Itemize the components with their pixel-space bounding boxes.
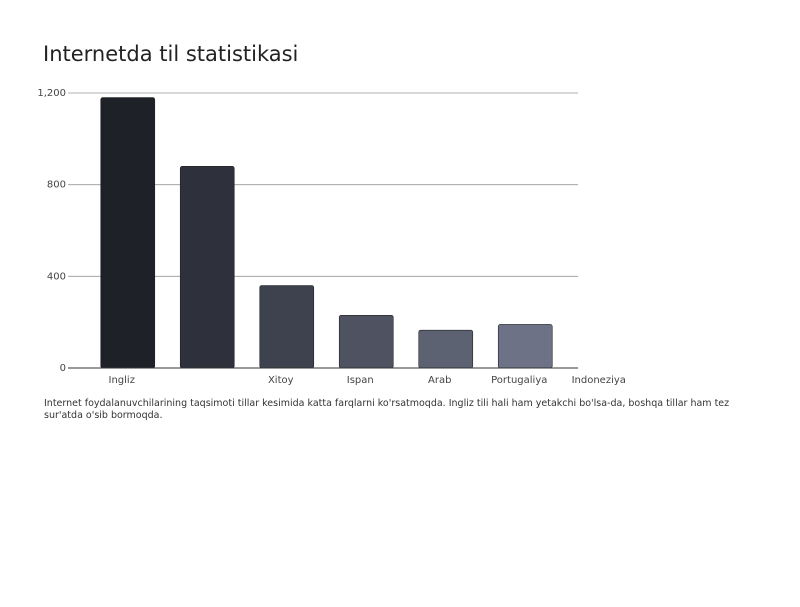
x-tick-label: Xitoy	[268, 375, 294, 386]
x-tick-label: Arab	[428, 375, 451, 386]
bar	[418, 329, 474, 369]
x-tick-label: Ispan	[347, 375, 374, 386]
bar	[259, 285, 315, 369]
y-tick-label: 1,200	[37, 88, 66, 99]
x-tick-label: Portugaliya	[491, 375, 547, 386]
bar	[179, 166, 235, 369]
description: Internet foydalanuvchilarining taqsimoti…	[44, 398, 730, 421]
bar	[100, 97, 156, 369]
y-tick-label: 0	[60, 363, 66, 374]
bar	[338, 314, 394, 369]
x-tick-label: Ingliz	[109, 375, 135, 386]
bar	[497, 324, 553, 369]
x-tick-label: Indoneziya	[572, 375, 626, 386]
y-tick-label: 400	[47, 271, 66, 282]
chart-title: Internetda til statistikasi	[43, 42, 298, 66]
y-tick-label: 800	[47, 180, 66, 191]
